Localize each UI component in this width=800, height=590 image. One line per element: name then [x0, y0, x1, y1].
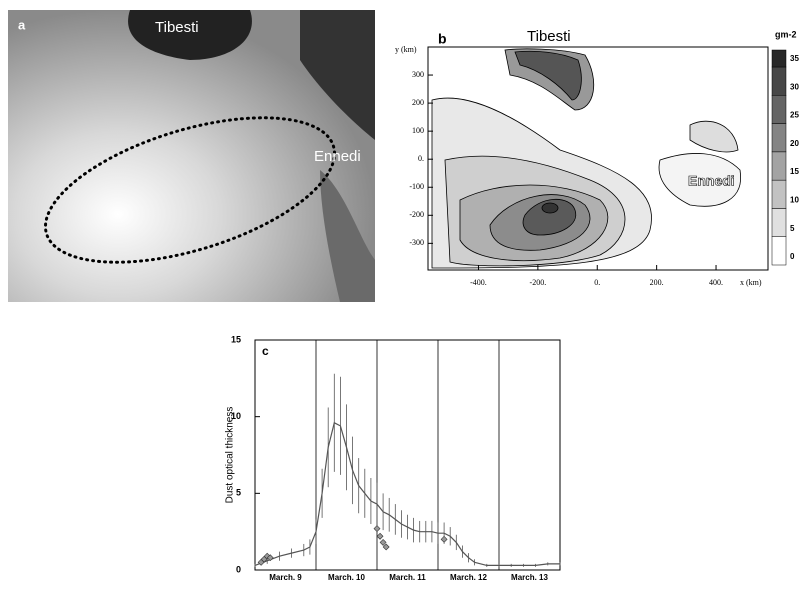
colorbar-band — [771, 179, 787, 209]
observation — [379, 538, 387, 546]
dust-ellipse — [43, 116, 337, 264]
axis-title: y (km) — [395, 45, 417, 54]
y-tick-label: 300 — [412, 70, 424, 79]
colorbar-tick-label: 10 — [790, 196, 799, 205]
y-tick-label: 200 — [412, 98, 424, 107]
y-tick-label: -100 — [409, 182, 424, 191]
x-tick-label: 200. — [650, 278, 664, 287]
y-tick-label: 0 — [236, 564, 241, 574]
x-tick-label: March. 12 — [450, 573, 487, 582]
panel-letter: a — [18, 17, 26, 32]
panel-letter: b — [438, 31, 447, 47]
colorbar-tick-label: 15 — [790, 167, 799, 176]
x-tick-label: March. 11 — [389, 573, 426, 582]
colorbar-band — [771, 208, 787, 237]
x-tick-label: -400. — [470, 278, 487, 287]
y-tick-label: -200 — [409, 210, 424, 219]
x-tick-label: March. 13 — [511, 573, 548, 582]
x-tick-label: 400. — [709, 278, 723, 287]
colorbar-tick-label: 0 — [790, 252, 795, 261]
panel-letter: c — [262, 344, 269, 358]
place-label: Tibesti — [155, 19, 199, 36]
x-tick-label: 0. — [594, 278, 600, 287]
y-tick-label: 100 — [412, 126, 424, 135]
y-tick-label: 15 — [231, 334, 241, 344]
dark-terrain — [128, 10, 252, 60]
contours — [431, 48, 742, 269]
place-label: Ennedi — [688, 173, 735, 189]
observation — [382, 543, 390, 551]
x-tick-label: March. 9 — [269, 573, 302, 582]
y-tick-label: 10 — [231, 411, 241, 421]
colorbar-band — [771, 66, 787, 96]
mean-line — [254, 421, 560, 566]
dark-terrain — [300, 10, 375, 140]
panel-c: c Dust optical thickness 0 5 10 15 March. 9 M… — [225, 334, 561, 582]
observation — [440, 535, 448, 543]
colorbar-tick-label: 35 — [790, 54, 799, 63]
observation — [266, 554, 274, 562]
colorbar-band — [771, 151, 787, 181]
axis-title: Dust optical thickness — [225, 407, 236, 504]
y-tick-label: 0. — [418, 154, 424, 163]
colorbar-tick-label: 5 — [790, 224, 795, 233]
terrain — [320, 170, 375, 302]
colorbar-label: gm-2 — [775, 29, 797, 39]
colorbar-tick-label: 20 — [790, 139, 799, 148]
axis-title: x (km) — [740, 278, 762, 287]
colorbar-band — [771, 95, 787, 124]
y-tick-label: -300 — [409, 238, 424, 247]
place-label: Tibesti — [527, 28, 571, 45]
colorbar-band — [771, 236, 787, 266]
panel-b: b Tibesti Ennedi y (km) x (km) gm-2 -400… — [395, 28, 799, 287]
place-label: Ennedi — [314, 148, 361, 165]
x-tick-label: -200. — [530, 278, 547, 287]
observation — [376, 532, 384, 540]
colorbar-tick-label: 30 — [790, 82, 799, 91]
colorbar-band — [771, 123, 787, 153]
colorbar-tick-label: 25 — [790, 111, 799, 120]
observation — [373, 525, 381, 533]
y-tick-label: 5 — [236, 488, 241, 498]
panel-a: a Tibesti Ennedi — [8, 10, 375, 302]
x-tick-label: March. 10 — [328, 573, 365, 582]
colorbar-band — [771, 49, 787, 68]
